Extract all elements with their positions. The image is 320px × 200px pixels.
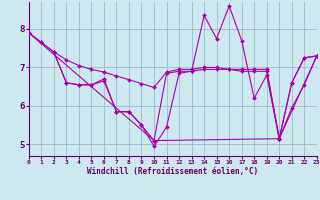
X-axis label: Windchill (Refroidissement éolien,°C): Windchill (Refroidissement éolien,°C) (87, 167, 258, 176)
